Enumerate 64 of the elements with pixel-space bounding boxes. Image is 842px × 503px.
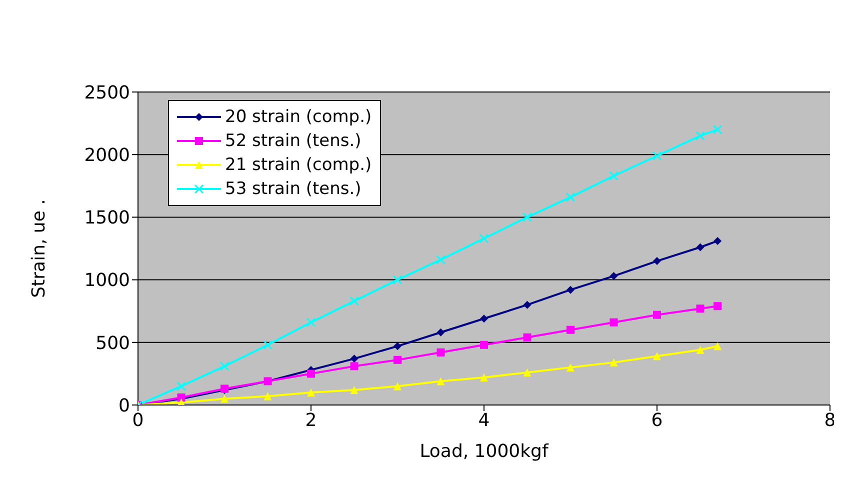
point [436,377,445,386]
point [696,346,704,354]
point [523,368,532,376]
point [714,236,722,245]
point [480,373,488,382]
point [350,296,359,306]
y-tick-label: 1500 [84,208,130,229]
y-tick-label: 1000 [84,270,130,292]
y-tick-label: 2500 [84,82,130,104]
point [566,286,574,294]
point [566,363,574,372]
y-axis-title: Strain, ue . [28,199,50,298]
x-tick-label: 0 [132,410,144,431]
point [479,234,489,244]
point [523,300,532,309]
point [523,333,532,342]
point [350,386,358,394]
point [696,243,704,252]
point [610,358,618,366]
point [263,340,272,350]
x-tick-label: 6 [651,410,663,431]
y-tick-label: 500 [96,332,130,354]
point [522,212,532,222]
point [712,124,722,134]
point [176,381,186,391]
point [306,318,316,328]
point [653,310,661,319]
point [220,394,228,403]
point [220,361,230,371]
point [350,354,358,363]
point [307,370,315,378]
y-tick-label: 2000 [84,144,130,166]
point [436,348,445,356]
point [436,255,446,265]
point [653,257,661,266]
point [653,352,661,360]
point [714,302,722,310]
point [566,192,576,202]
point [652,151,662,161]
legend-label: 53 strain (tens.) [225,179,362,199]
point [394,382,402,390]
point [264,392,272,400]
point [610,272,618,280]
point [392,275,402,285]
point [436,328,445,336]
x-tick-label: 4 [478,410,490,431]
x-tick-label: 2 [305,410,317,431]
y-tick-label: 0 [118,395,130,416]
point [566,326,574,334]
point [307,388,315,396]
point [480,340,488,349]
legend-label: 20 strain (comp.) [225,107,372,127]
point [394,342,402,350]
point [350,362,358,370]
point [480,314,488,323]
point [609,171,618,181]
point [696,131,705,141]
point [714,342,722,350]
point [394,356,402,364]
legend-label: 21 strain (comp.) [225,155,372,175]
legend-label: 52 strain (tens.) [225,131,362,151]
point [610,318,618,326]
point [696,304,704,313]
x-axis-title: Load, 1000kgf [420,441,549,462]
